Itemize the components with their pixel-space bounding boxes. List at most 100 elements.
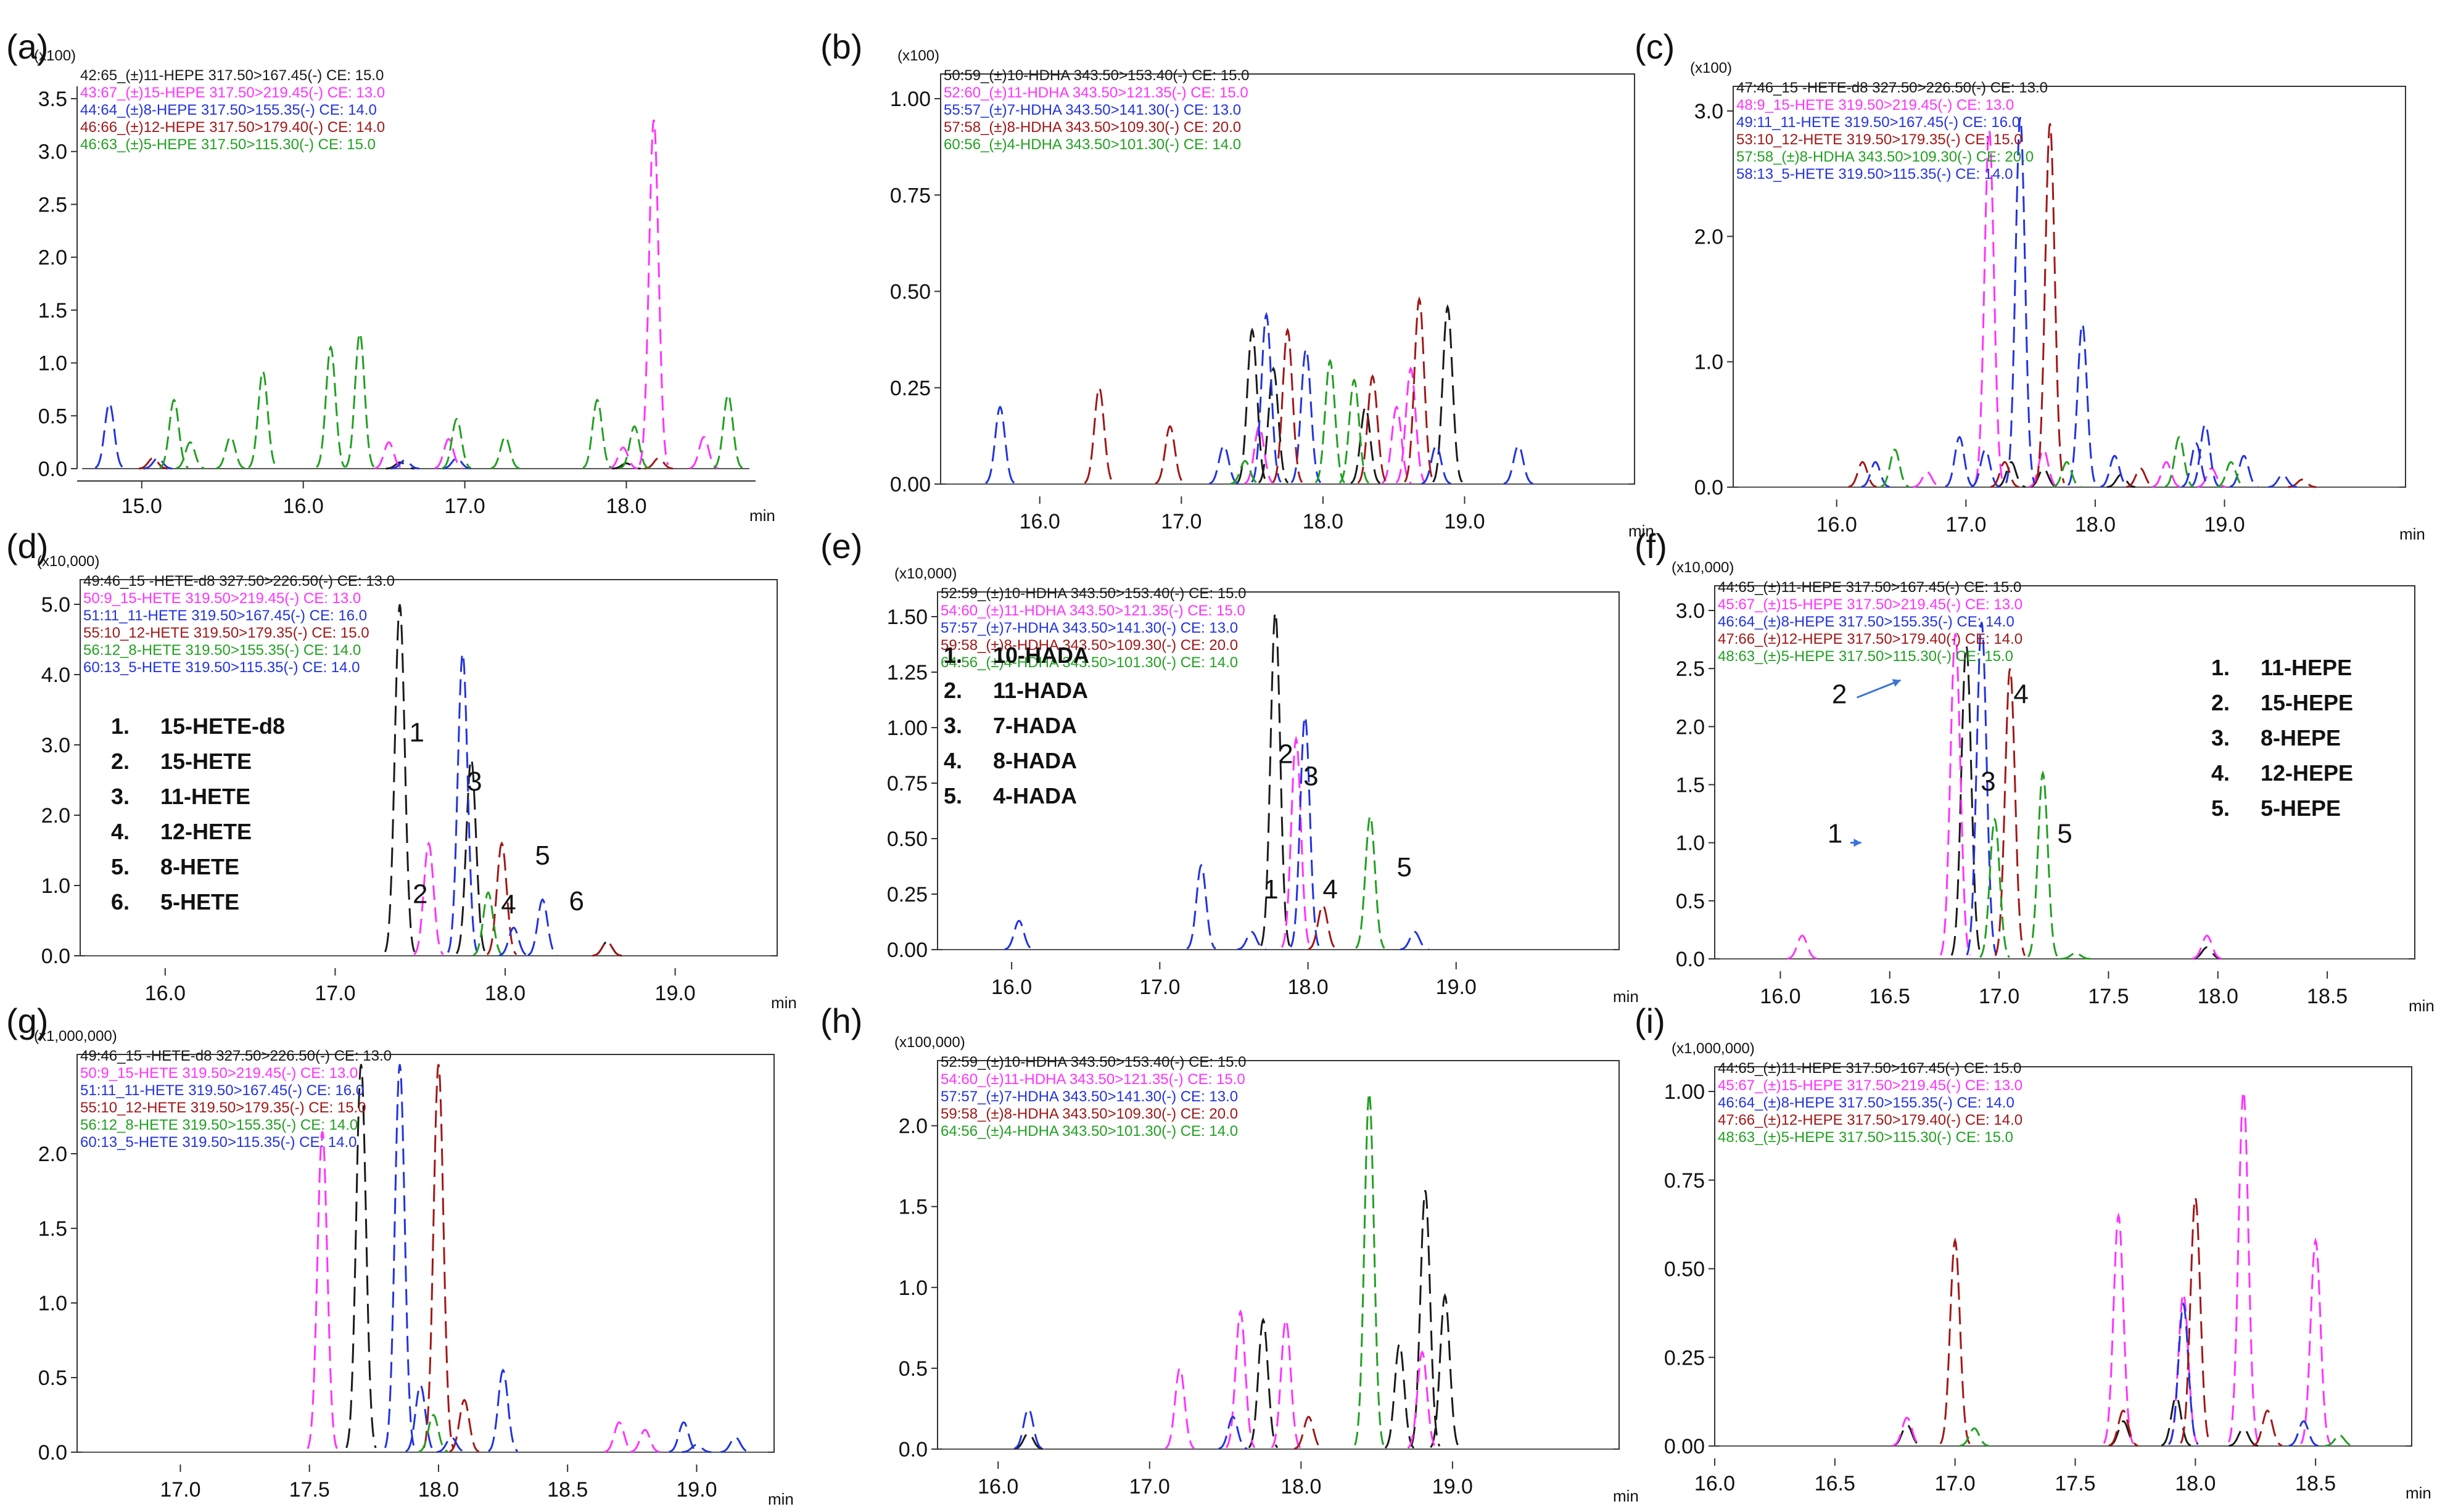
peak-number-label: 2: [1278, 739, 1293, 770]
compound-label: 15-HETE: [160, 749, 252, 774]
peak-5-HEPE: [175, 441, 205, 469]
chart-panel-8: (h) (x100,000) 0.0 0.5 1.0 1.5 2.0 16.0 17.0 18.0…: [820, 1001, 1639, 1505]
peak-5-HEPE: [345, 331, 375, 468]
peak-5-HETE: [2182, 442, 2211, 488]
compound-number: 2.: [2211, 690, 2230, 715]
peak-7-HDHA: [1237, 931, 1266, 951]
x-tick-label: 16.0: [145, 982, 186, 1005]
peak-5-HETE: [2268, 474, 2298, 488]
legend-entry: 57:57_(±)7-HDHA 343.50>141.30(-) CE: 13.…: [941, 1088, 1238, 1105]
peak-7-HDHA: [1290, 347, 1322, 483]
y-tick-label: 0.5: [899, 1357, 928, 1381]
x-axis-label: min: [1613, 987, 1639, 1006]
x-axis-label: min: [749, 506, 775, 525]
y-tick-label: 1.00: [1664, 1080, 1705, 1104]
peak-11-HDHA: [1381, 405, 1412, 484]
y-tick-label: 0.5: [38, 405, 67, 428]
legend-entry: 44:65_(±)11-HEPE 317.50>167.45(-) CE: 15…: [1718, 579, 2021, 596]
y-tick-label: 2.5: [1676, 657, 1705, 681]
legend-entry: 46:66_(±)12-HEPE 317.50>179.40(-) CE: 14…: [80, 119, 385, 136]
peak-5-HEPE: [582, 398, 612, 469]
peak-number-label: 5: [535, 840, 550, 871]
x-tick-label: 16.0: [1816, 513, 1857, 536]
peak-10-HDHA: [1432, 304, 1463, 483]
peak-11-HETE: [447, 653, 479, 953]
x-tick-label: 17.0: [160, 1478, 200, 1502]
chart-panel-2: (b) (x100) 0.00 0.25 0.50 0.75 1.00 16.0 17.0 18.…: [820, 27, 1654, 540]
compound-label: 11-HEPE: [2261, 655, 2352, 680]
legend-entry: 47:66_(±)12-HEPE 317.50>179.40(-) CE: 14…: [1718, 631, 2022, 647]
peak-11-HETE: [2005, 117, 2035, 483]
legend-entry: 49:11_11-HETE 319.50>167.45(-) CE: 16.0: [1736, 114, 2020, 131]
peak-number-label: 6: [569, 886, 584, 916]
y-tick-label: 0.00: [890, 473, 931, 496]
chart-panel-3: (c) (x100) 0.0 1.0 2.0 3.0 16.0 17.0 18.0 19.0 min…: [1635, 27, 2425, 543]
peak-12-HEPE: [2253, 1409, 2283, 1447]
x-tick-label: 18.0: [606, 495, 646, 518]
y-tick-label: 3.5: [38, 88, 67, 111]
peak-11-HDHA: [1225, 1309, 1256, 1448]
peak-8-HDHA: [1272, 327, 1303, 483]
peak-15-HEPE: [608, 446, 638, 470]
peak-5-HEPE: [216, 435, 245, 469]
peak-11-HDHA: [1280, 735, 1311, 948]
y-tick-label: 1.0: [41, 874, 70, 898]
arrowhead: [1853, 838, 1862, 847]
y-tick-label: 0.25: [890, 377, 931, 400]
peak-15-HEPE: [1939, 633, 1971, 956]
legend-entry: 57:58_(±)8-HDHA 343.50>109.30(-) CE: 20.…: [944, 119, 1241, 136]
y-tick-label: 0.50: [887, 828, 928, 851]
peak-number-label: 4: [1322, 874, 1337, 905]
legend-entry: 50:9_15-HETE 319.50>219.45(-) CE: 13.0: [83, 590, 361, 607]
peak-11-HETE: [2229, 454, 2259, 488]
y-tick-label: 4.0: [41, 664, 70, 687]
legend-entry: 55:10_12-HETE 319.50>179.35(-) CE: 15.0: [83, 625, 369, 641]
peak-11-HEPE: [1950, 645, 1982, 956]
y-tick-label: 3.0: [41, 734, 70, 757]
y-tick-label: 0.0: [38, 458, 67, 481]
peak-7-HDHA: [1290, 713, 1321, 948]
peak-12-HEPE: [644, 457, 674, 470]
peak-15-HETE-d8: [2029, 467, 2058, 488]
peak-number-label: 1: [1828, 819, 1842, 849]
compound-number: 5.: [944, 783, 962, 808]
peak-15-HETE: [2152, 461, 2181, 488]
compound-label: 11-HETE: [160, 784, 250, 809]
peak-15-HEPE: [2103, 1212, 2134, 1444]
peak-15-HETE: [1974, 129, 2005, 484]
peak-10-HDHA: [1237, 327, 1268, 483]
peak-11-HEPE: [2229, 1427, 2259, 1447]
compound-number: 2.: [944, 678, 962, 703]
compound-label: 15-HETE-d8: [160, 713, 285, 739]
x-axis-label: min: [1613, 1487, 1639, 1505]
legend-entry: 51:11_11-HETE 319.50>167.45(-) CE: 16.0: [80, 1082, 364, 1099]
peak-4-HDHA: [1338, 378, 1370, 484]
legend-entry: 45:67_(±)15-HEPE 317.50>219.45(-) CE: 13…: [1718, 1077, 2022, 1094]
scale-label: (x100): [34, 47, 76, 64]
y-tick-label: 1.25: [887, 661, 928, 684]
peak-10-HDHA: [1248, 1317, 1279, 1448]
x-tick-label: 19.0: [1436, 976, 1477, 999]
panel-label: (b): [820, 27, 862, 66]
peak-number-label: 4: [2013, 680, 2028, 710]
peak-15-HEPE: [2167, 1291, 2199, 1445]
x-tick-label: 17.0: [315, 982, 355, 1005]
legend-entry: 51:11_11-HETE 319.50>167.45(-) CE: 16.0: [83, 607, 367, 624]
peak-5-HEPE: [2061, 952, 2091, 960]
peak-4-HDHA: [1314, 358, 1346, 483]
peak-5-HEPE: [248, 369, 278, 469]
compound-number: 1.: [2211, 655, 2230, 680]
y-tick-label: 0.75: [1664, 1169, 1705, 1193]
peak-12-HETE: [486, 841, 517, 956]
y-tick-label: 3.0: [1694, 100, 1723, 123]
peak-11-HETE: [720, 1436, 751, 1453]
compound-number: 4.: [944, 748, 962, 773]
y-tick-label: 0.0: [41, 945, 70, 968]
legend-entry: 48:63_(±)5-HEPE 317.50>115.30(-) CE: 15.…: [1718, 648, 2013, 665]
peak-12-HETE: [1990, 461, 2019, 488]
peak-5-HEPE: [159, 398, 189, 469]
chart-panel-6: (f)(x10,000)0.00.51.01.52.02.53.016.0 16.…: [1635, 527, 2435, 1015]
x-tick-label: 17.0: [1935, 1472, 1976, 1495]
peak-12-HETE: [423, 1064, 455, 1448]
peak-12-HETE: [2035, 123, 2065, 483]
